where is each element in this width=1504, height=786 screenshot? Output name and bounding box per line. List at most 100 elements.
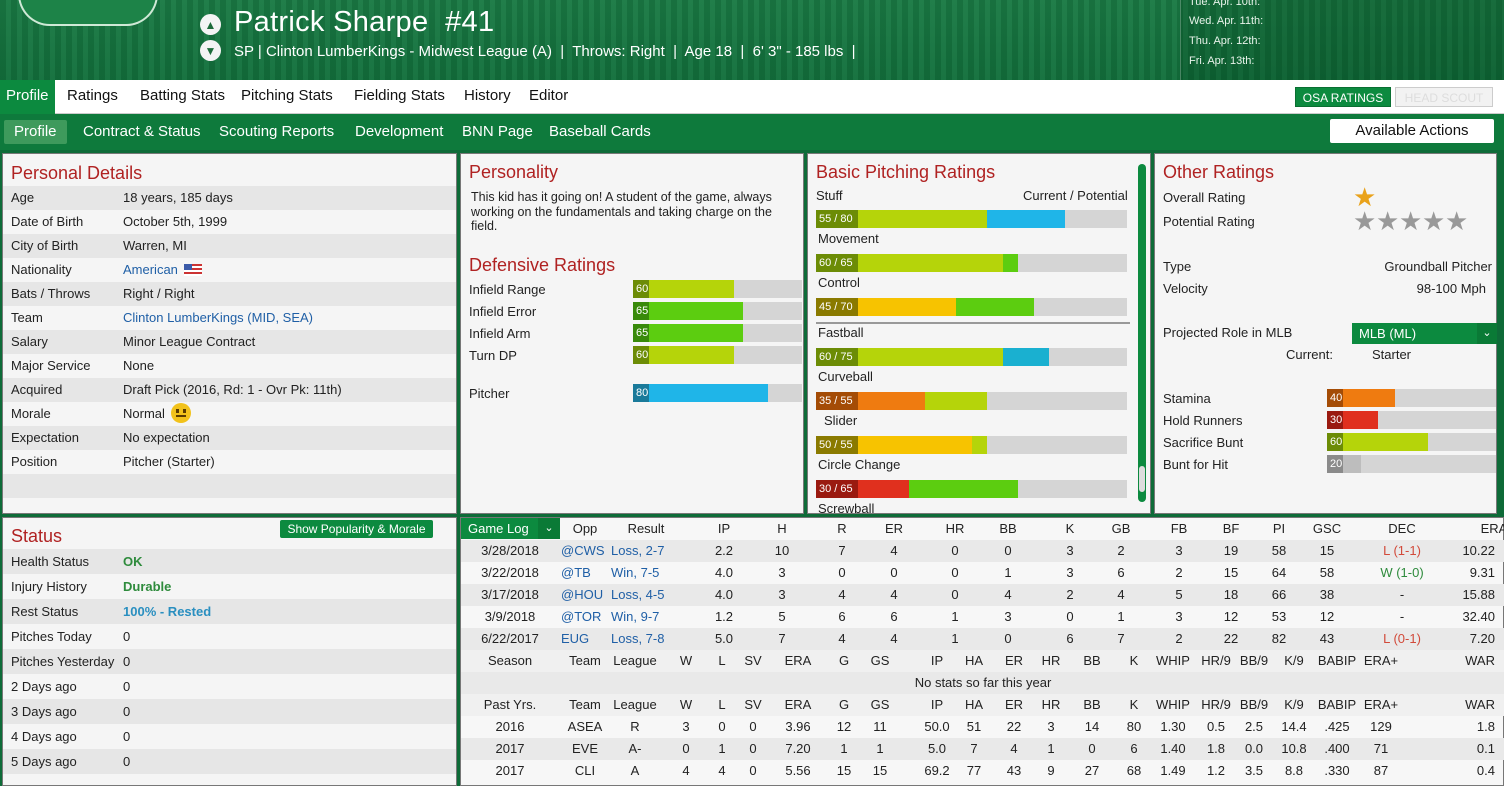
- column-header[interactable]: HR: [945, 521, 965, 536]
- column-header[interactable]: K/9: [1284, 653, 1304, 668]
- subtab-contract-status[interactable]: Contract & Status: [83, 123, 201, 140]
- column-header[interactable]: ER: [1004, 697, 1024, 712]
- column-header[interactable]: IP: [717, 521, 731, 536]
- column-header[interactable]: Past Yrs.: [483, 697, 537, 712]
- column-header[interactable]: G: [838, 653, 850, 668]
- column-header[interactable]: Result: [627, 521, 665, 536]
- column-header[interactable]: IP: [930, 653, 944, 668]
- column-header[interactable]: ERA+: [1363, 653, 1399, 668]
- column-header[interactable]: PI: [1272, 521, 1286, 536]
- column-header[interactable]: L: [718, 697, 726, 712]
- past-years-cell: .425: [1324, 719, 1350, 734]
- previous-player-button[interactable]: ▲: [200, 14, 221, 35]
- column-header[interactable]: HR/9: [1201, 697, 1231, 712]
- column-header[interactable]: BB/9: [1239, 697, 1269, 712]
- game-log-cell[interactable]: @HOU: [561, 587, 604, 602]
- column-header[interactable]: HR: [1041, 653, 1061, 668]
- tab-editor[interactable]: Editor: [529, 87, 569, 104]
- column-header[interactable]: HA: [964, 697, 984, 712]
- column-header[interactable]: GS: [870, 653, 890, 668]
- other-rating-bar: 60: [1327, 433, 1496, 451]
- column-header[interactable]: HR/9: [1201, 653, 1231, 668]
- subtab-scouting-reports[interactable]: Scouting Reports: [219, 123, 335, 140]
- column-header[interactable]: Team: [569, 697, 601, 712]
- game-log-select[interactable]: Game Log ⌄: [461, 518, 560, 539]
- game-log-cell[interactable]: @CWS: [561, 543, 605, 558]
- tab-ratings[interactable]: Ratings: [67, 87, 118, 104]
- column-header[interactable]: League: [613, 653, 657, 668]
- game-log-cell[interactable]: Loss, 7-8: [611, 631, 665, 646]
- column-header[interactable]: SV: [744, 653, 762, 668]
- osa-ratings-toggle[interactable]: OSA RATINGS: [1295, 87, 1391, 107]
- subtab-development[interactable]: Development: [355, 123, 444, 140]
- column-header[interactable]: BB: [999, 521, 1017, 536]
- column-header[interactable]: BB: [1083, 653, 1101, 668]
- column-header[interactable]: GS: [870, 697, 890, 712]
- tab-profile[interactable]: Profile: [0, 80, 55, 114]
- column-header[interactable]: K/9: [1284, 697, 1304, 712]
- column-header[interactable]: ERA: [784, 697, 812, 712]
- column-header[interactable]: L: [718, 653, 726, 668]
- column-header[interactable]: WAR: [1465, 653, 1495, 668]
- column-header[interactable]: K: [1129, 653, 1139, 668]
- column-header[interactable]: WAR: [1465, 697, 1495, 712]
- column-header[interactable]: GB: [1111, 521, 1131, 536]
- next-player-button[interactable]: ▼: [200, 40, 221, 61]
- subtab-profile[interactable]: Profile: [4, 120, 67, 144]
- column-header[interactable]: FB: [1170, 521, 1188, 536]
- status-row: Rest Status 100% - Rested: [3, 599, 456, 624]
- game-log-cell[interactable]: Win, 9-7: [611, 609, 660, 624]
- show-popularity-morale-button[interactable]: Show Popularity & Morale: [280, 520, 433, 538]
- game-log-cell[interactable]: Win, 7-5: [611, 565, 660, 580]
- column-header[interactable]: WHIP: [1156, 653, 1190, 668]
- defensive-rating-bar: 65: [633, 324, 802, 342]
- column-header[interactable]: R: [837, 521, 847, 536]
- column-header[interactable]: ER: [1004, 653, 1024, 668]
- subtab-bnn-page[interactable]: BNN Page: [462, 123, 533, 140]
- column-header[interactable]: ER: [884, 521, 904, 536]
- column-header[interactable]: W: [679, 697, 693, 712]
- detail-value[interactable]: American: [123, 258, 202, 282]
- column-header[interactable]: BABIP: [1317, 697, 1357, 712]
- available-actions-button[interactable]: Available Actions: [1330, 119, 1494, 143]
- tab-history[interactable]: History: [464, 87, 511, 104]
- column-header[interactable]: Team: [569, 653, 601, 668]
- column-header[interactable]: BF: [1222, 521, 1240, 536]
- column-header[interactable]: G: [838, 697, 850, 712]
- column-header[interactable]: K: [1065, 521, 1075, 536]
- projected-role-select[interactable]: MLB (ML) ⌄: [1352, 323, 1497, 344]
- column-header[interactable]: Season: [487, 653, 533, 668]
- scrollbar[interactable]: [1138, 164, 1146, 502]
- column-header[interactable]: BB: [1083, 697, 1101, 712]
- column-header[interactable]: W: [679, 653, 693, 668]
- column-header[interactable]: H: [777, 521, 787, 536]
- column-header[interactable]: ERA: [784, 653, 812, 668]
- column-header[interactable]: HA: [964, 653, 984, 668]
- column-header[interactable]: ERA+: [1363, 697, 1399, 712]
- column-header[interactable]: GSC: [1312, 521, 1342, 536]
- game-log-cell[interactable]: @TOR: [561, 609, 602, 624]
- column-header[interactable]: ERA: [1480, 521, 1504, 536]
- column-header[interactable]: DEC: [1388, 521, 1416, 536]
- tab-batting-stats[interactable]: Batting Stats: [140, 87, 226, 104]
- tab-fielding-stats[interactable]: Fielding Stats: [354, 87, 445, 104]
- column-header[interactable]: Opp: [572, 521, 598, 536]
- game-log-cell[interactable]: @TB: [561, 565, 591, 580]
- column-header[interactable]: BB/9: [1239, 653, 1269, 668]
- detail-value[interactable]: Clinton LumberKings (MID, SEA): [123, 306, 313, 330]
- game-log-cell[interactable]: Loss, 2-7: [611, 543, 665, 558]
- column-header[interactable]: SV: [744, 697, 762, 712]
- column-header[interactable]: IP: [930, 697, 944, 712]
- subtab-baseball-cards[interactable]: Baseball Cards: [549, 123, 651, 140]
- scrollbar-thumb[interactable]: [1139, 466, 1145, 492]
- chevron-down-icon: ⌄: [1477, 323, 1497, 344]
- column-header[interactable]: K: [1129, 697, 1139, 712]
- column-header[interactable]: League: [613, 697, 657, 712]
- game-log-cell[interactable]: EUG: [561, 631, 590, 646]
- column-header[interactable]: BABIP: [1317, 653, 1357, 668]
- head-scout-toggle[interactable]: HEAD SCOUT: [1395, 87, 1493, 107]
- column-header[interactable]: HR: [1041, 697, 1061, 712]
- column-header[interactable]: WHIP: [1156, 697, 1190, 712]
- tab-pitching-stats[interactable]: Pitching Stats: [241, 87, 333, 104]
- game-log-cell[interactable]: Loss, 4-5: [611, 587, 665, 602]
